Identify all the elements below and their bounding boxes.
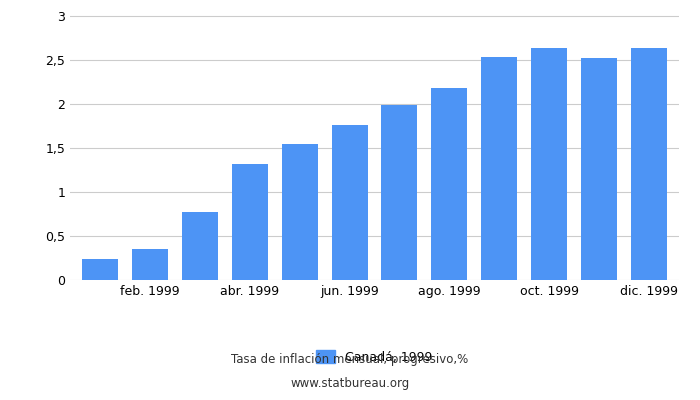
Bar — [482, 57, 517, 280]
Bar — [332, 125, 368, 280]
Bar — [431, 88, 468, 280]
Bar — [382, 105, 417, 280]
Bar — [232, 164, 267, 280]
Bar — [82, 259, 118, 280]
Bar — [182, 212, 218, 280]
Bar — [581, 58, 617, 280]
Bar — [531, 48, 567, 280]
Bar — [132, 249, 168, 280]
Text: www.statbureau.org: www.statbureau.org — [290, 378, 410, 390]
Legend: Canadá, 1999: Canadá, 1999 — [312, 345, 438, 369]
Bar — [281, 144, 318, 280]
Text: Tasa de inflación mensual, progresivo,%: Tasa de inflación mensual, progresivo,% — [232, 354, 468, 366]
Bar — [631, 48, 667, 280]
